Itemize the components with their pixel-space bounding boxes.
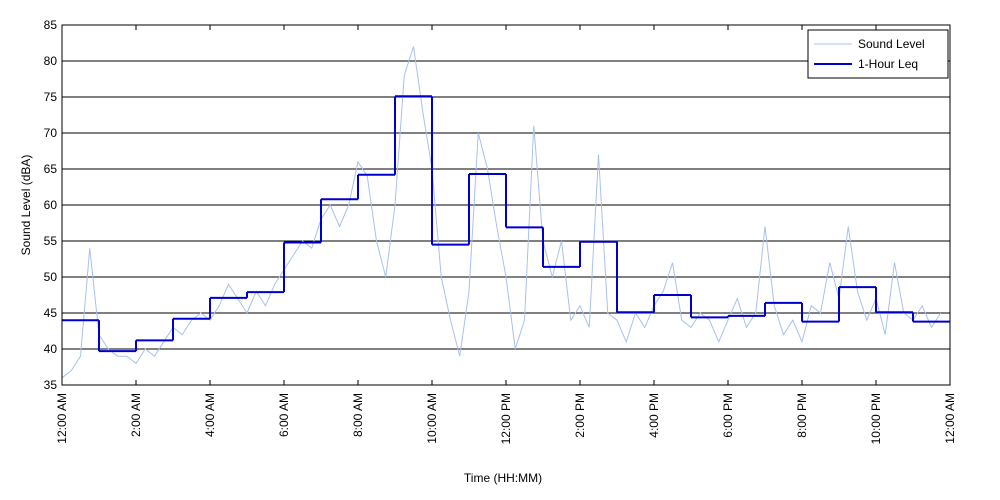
- x-tick-label: 12:00 AM: [55, 393, 69, 444]
- x-tick-label: 12:00 PM: [499, 393, 513, 444]
- x-tick-label: 8:00 AM: [351, 393, 365, 437]
- x-tick-label: 10:00 AM: [425, 393, 439, 444]
- x-tick-label: 10:00 PM: [869, 393, 883, 444]
- y-tick-label: 50: [44, 270, 58, 284]
- y-tick-label: 45: [44, 306, 58, 320]
- x-tick-label: 6:00 AM: [277, 393, 291, 437]
- y-tick-label: 70: [44, 126, 58, 140]
- x-tick-label: 6:00 PM: [721, 393, 735, 438]
- y-tick-label: 40: [44, 342, 58, 356]
- y-tick-label: 75: [44, 90, 58, 104]
- legend-label: Sound Level: [858, 37, 925, 51]
- x-tick-label: 4:00 PM: [647, 393, 661, 438]
- y-tick-label: 65: [44, 162, 58, 176]
- x-tick-label: 4:00 AM: [203, 393, 217, 437]
- legend-label: 1-Hour Leq: [858, 57, 918, 71]
- y-tick-label: 80: [44, 54, 58, 68]
- y-tick-label: 85: [44, 18, 58, 32]
- y-axis-label: Sound Level (dBA): [19, 155, 33, 256]
- y-tick-label: 35: [44, 378, 58, 392]
- x-axis-label: Time (HH:MM): [464, 471, 542, 485]
- legend-box: [807, 29, 949, 79]
- y-tick-label: 55: [44, 234, 58, 248]
- x-tick-label: 8:00 PM: [795, 393, 809, 438]
- x-tick-label: 2:00 PM: [573, 393, 587, 438]
- x-tick-label: 12:00 AM: [943, 393, 957, 444]
- legend: Sound Level 1-Hour Leq: [807, 29, 949, 79]
- y-tick-label: 60: [44, 198, 58, 212]
- plot-frame: [61, 24, 951, 386]
- x-tick-label: 2:00 AM: [129, 393, 143, 437]
